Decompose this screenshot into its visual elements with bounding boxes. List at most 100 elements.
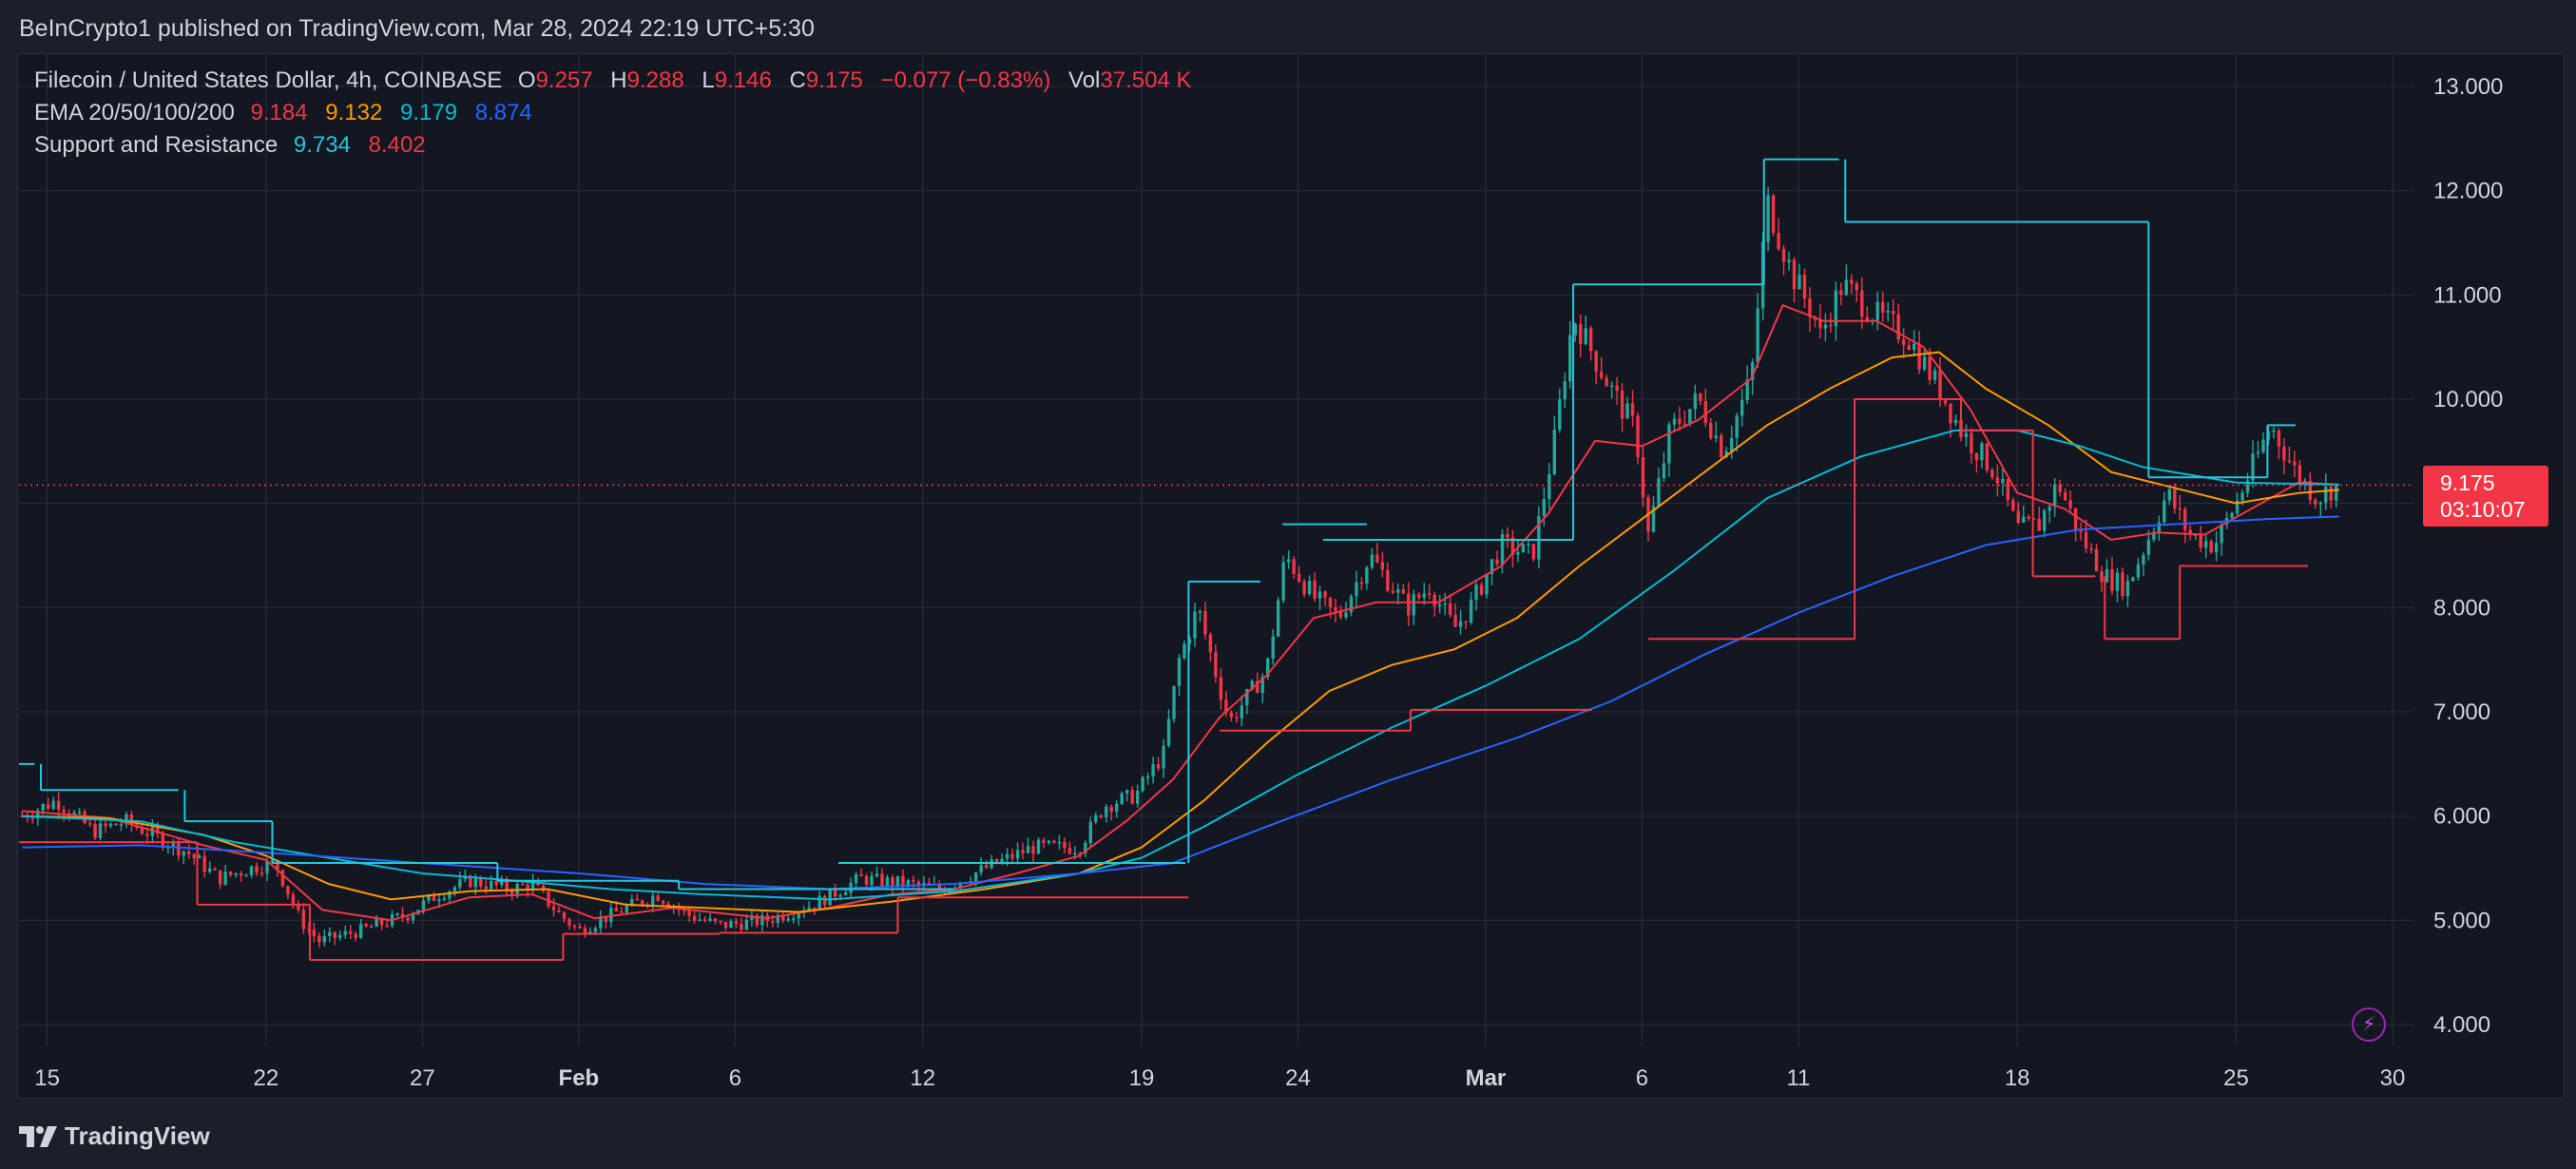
lightning-bolt-icon[interactable]: ⚡: [2352, 1007, 2386, 1042]
candle-body-down: [1630, 403, 1635, 416]
candle-body-down: [2100, 571, 2104, 583]
candle-body-down: [1297, 573, 1301, 582]
candle-body-down: [187, 851, 191, 854]
symbol-name: Filecoin / United States Dollar, 4h, COI…: [34, 67, 503, 93]
candle-body-down: [1865, 316, 1869, 321]
candle-body-down: [864, 876, 869, 886]
legend-sr-row[interactable]: Support and Resistance 9.734 8.402: [34, 129, 1202, 162]
candle-body-down: [87, 823, 92, 825]
candle-body-up: [2240, 492, 2244, 501]
candle-body-down: [406, 917, 410, 921]
candle-body-down: [161, 834, 165, 848]
candle-body-down: [1323, 591, 1327, 598]
candle-body-up: [358, 924, 363, 938]
resistance-layer: [19, 158, 2296, 891]
x-tick-label: 22: [254, 1065, 279, 1091]
ema-line-ema20: [22, 303, 2340, 922]
candle-body-down: [2188, 529, 2192, 536]
candle-body-down: [2016, 510, 2020, 523]
candle-body-down: [364, 924, 368, 927]
candle-body-up: [2230, 513, 2234, 518]
candle-body-down: [1641, 456, 1645, 498]
candle-body-down: [526, 884, 529, 891]
candle-body-down: [379, 918, 384, 926]
y-tick-label: 4.000: [2433, 1012, 2490, 1038]
legend-symbol-row[interactable]: Filecoin / United States Dollar, 4h, COI…: [34, 65, 1202, 97]
candle-body-up: [1542, 499, 1547, 517]
sr-label: Support and Resistance: [34, 132, 279, 158]
candle-body-up: [223, 872, 227, 885]
candle-body-down: [833, 888, 837, 897]
candle-body-down: [2314, 499, 2317, 505]
candle-body-down: [369, 926, 374, 929]
candle-body-up: [1125, 790, 1129, 794]
low-label: L: [702, 67, 715, 93]
candle-body-up: [1162, 745, 1165, 769]
candle-body-up: [708, 918, 712, 921]
candle-body-down: [1579, 323, 1583, 345]
candle-body-down: [1375, 554, 1379, 563]
candle-body-up: [234, 872, 238, 875]
candle-body-up: [249, 866, 254, 875]
candle-body-up: [1281, 562, 1285, 601]
footer: [0, 1102, 2576, 1169]
candle-body-down: [567, 919, 571, 926]
candle-body-up: [1500, 533, 1505, 565]
candle-body-down: [192, 853, 196, 859]
candle-body-up: [2157, 522, 2162, 532]
candle-body-up: [1166, 719, 1171, 746]
candle-body-up: [2142, 555, 2145, 565]
candle-body-down: [145, 834, 149, 836]
candle-body-down: [1380, 562, 1385, 570]
candle-body-down: [687, 910, 691, 916]
candle-body-up: [150, 827, 155, 836]
candle-body-up: [1250, 680, 1254, 690]
candle-body-down: [114, 823, 118, 826]
candle-body-up: [458, 878, 462, 888]
candle-body-down: [333, 931, 336, 938]
candle-body-up: [2194, 534, 2198, 536]
tradingview-logo[interactable]: TradingView: [19, 1121, 210, 1151]
candle-body-up: [1797, 275, 1801, 290]
candle-body-up: [1667, 424, 1671, 464]
candle-body-up: [448, 891, 452, 899]
candle-body-up: [599, 917, 603, 929]
candle-body-down: [713, 918, 718, 922]
candle-body-down: [2308, 480, 2313, 500]
candle-body-up: [1135, 791, 1140, 804]
candle-body-down: [1302, 581, 1306, 595]
candle-body-up: [2214, 543, 2219, 553]
candle-body-up: [2245, 480, 2250, 493]
chart-frame[interactable]: [17, 53, 2565, 1099]
candle-body-up: [1516, 552, 1520, 555]
candle-body-up: [108, 823, 113, 827]
candle-body-up: [1317, 591, 1322, 599]
price-chart[interactable]: 4.0005.0006.0007.0008.0009.00010.00011.0…: [0, 0, 2576, 1102]
candle-body-up: [625, 906, 629, 913]
candle-body-down: [129, 814, 134, 825]
candle-body-down: [1229, 712, 1234, 718]
candle-body-down: [1802, 275, 1807, 299]
candle-body-up: [1875, 301, 1879, 320]
legend-ema-row[interactable]: EMA 20/50/100/200 9.184 9.132 9.179 8.87…: [34, 97, 1202, 129]
candle-body-down: [562, 912, 567, 920]
candle-body-down: [1901, 339, 1906, 346]
candle-body-down: [2073, 508, 2078, 531]
candle-body-up: [265, 861, 269, 873]
candle-body-up: [1271, 636, 1275, 659]
candle-body-down: [317, 935, 321, 943]
candle-body-down: [1510, 537, 1515, 555]
candle-body-down: [1156, 764, 1161, 769]
y-tick-label: 5.000: [2433, 908, 2490, 933]
candle-body-down: [1495, 559, 1499, 565]
candle-body-up: [98, 823, 103, 838]
close-label: C: [789, 67, 806, 93]
candle-body-down: [1615, 385, 1619, 391]
candle-body-up: [1521, 544, 1526, 553]
high-value: 9.288: [626, 67, 684, 93]
candle-body-down: [2011, 500, 2015, 511]
candle-body-up: [744, 919, 749, 930]
candle-body-up: [838, 894, 842, 897]
candle-body-up: [875, 873, 879, 876]
candle-body-down: [551, 906, 556, 910]
